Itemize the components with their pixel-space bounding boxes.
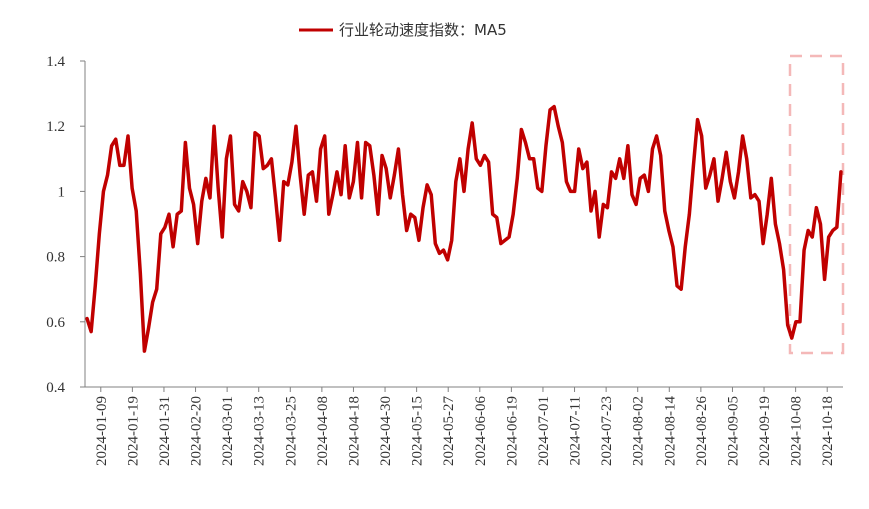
series-line	[85, 104, 843, 353]
x-tick-label: 2024-04-08	[315, 396, 331, 466]
x-tick-label: 2024-10-18	[820, 396, 836, 466]
x-tick-label: 2024-03-25	[283, 396, 299, 466]
x-tick-label: 2024-07-11	[568, 396, 584, 465]
x-tick-label: 2024-09-19	[757, 396, 773, 466]
x-tick-label: 2024-02-20	[189, 396, 205, 466]
x-tick-label: 2024-04-18	[346, 396, 362, 466]
y-tick-label: 0.8	[46, 250, 65, 266]
y-tick-label: 0.4	[46, 380, 65, 396]
highlight-box	[788, 54, 845, 355]
x-tick-label: 2024-04-30	[378, 396, 394, 466]
x-tick-label: 2024-03-13	[252, 396, 268, 466]
y-tick-label: 0.6	[46, 315, 65, 331]
x-tick-label: 2024-07-01	[536, 396, 552, 466]
chart-legend: 行业轮动速度指数：MA5	[299, 21, 507, 39]
y-tick-label: 1.2	[46, 119, 65, 135]
x-tick-label: 2024-05-27	[441, 396, 457, 466]
y-tick-label: 1.4	[46, 54, 65, 70]
legend-label: 行业轮动速度指数：MA5	[339, 21, 507, 39]
x-tick-label: 2024-03-01	[220, 396, 236, 466]
x-tick-label: 2024-09-05	[725, 396, 741, 466]
x-tick-label: 2024-05-15	[410, 396, 426, 466]
x-tick-label: 2024-01-31	[157, 396, 173, 466]
x-tick-label: 2024-06-19	[504, 396, 520, 466]
x-tick-label: 2024-08-14	[662, 396, 678, 466]
x-tick-label: 2024-10-08	[789, 396, 805, 466]
x-tick-label: 2024-08-02	[631, 396, 647, 466]
x-tick-label: 2024-01-09	[94, 396, 110, 466]
x-tick-label: 2024-01-19	[125, 396, 141, 466]
x-tick-label: 2024-08-26	[694, 396, 710, 466]
y-tick-label: 1	[58, 184, 66, 200]
x-tick-label: 2024-07-23	[599, 396, 615, 466]
x-tick-label: 2024-06-06	[473, 396, 489, 466]
